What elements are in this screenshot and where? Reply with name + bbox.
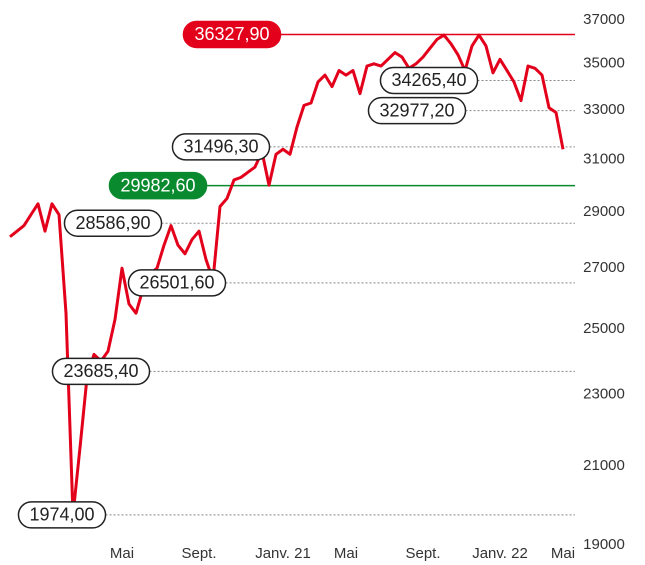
annotation: 31496,30 [171,133,271,161]
annotation: 29982,60 [108,171,208,200]
annotation-pill [127,269,227,297]
annotation-label: 23685,40 [63,361,138,381]
y-tick-label: 33000 [583,101,625,118]
annotation-label: 26501,60 [139,273,214,293]
annotation-label: 36327,90 [194,24,269,44]
annotation-pill [108,171,208,200]
price-line [9,33,565,517]
annotation-label: 28586,90 [75,213,150,233]
annotation-pill [171,133,271,161]
y-tick-label: 37000 [583,11,625,28]
annotation-label: 31496,30 [183,137,258,157]
x-tick-label: Janv. 21 [255,545,311,562]
annotation-label: 32977,20 [379,100,454,120]
x-tick-label: Janv. 22 [472,545,528,562]
annotation: 32977,20 [367,96,467,125]
annotation-pill [367,96,467,125]
y-tick-label: 23000 [583,385,625,402]
annotation-label: 29982,60 [120,175,195,195]
y-tick-label: 25000 [583,320,625,337]
annotation-pill [17,501,107,529]
annotation: 26501,60 [127,269,227,297]
y-tick-label: 19000 [583,536,625,553]
annotation: 23685,40 [51,357,151,386]
data-layer [9,33,565,517]
y-tick-label: 31000 [583,150,625,167]
annotation: 36327,90 [182,20,282,49]
annotation: 28586,90 [63,209,163,237]
annotation-pill [182,20,282,49]
y-tick-label: 29000 [583,203,625,220]
x-tick-label: Mai [334,545,358,562]
y-tick-label: 27000 [583,259,625,276]
x-tick-label: Sept. [181,545,216,562]
annotation-pill [63,209,163,237]
y-tick-label: 21000 [583,457,625,474]
x-tick-label: Sept. [405,545,440,562]
x-tick-label: Mai [110,545,134,562]
x-tick-label: Mai [551,545,575,562]
y-tick-label: 35000 [583,55,625,72]
annotation: 1974,00 [17,501,107,529]
annotation-pill [379,66,479,95]
annotation-pills: 36327,90 34265,40 32977,20 31496,30 29982,60… [17,20,479,529]
annotation: 34265,40 [379,66,479,95]
annotation-label: 34265,40 [391,70,466,90]
annotation-label: 1974,00 [29,505,94,525]
annotation-pill [51,357,151,386]
